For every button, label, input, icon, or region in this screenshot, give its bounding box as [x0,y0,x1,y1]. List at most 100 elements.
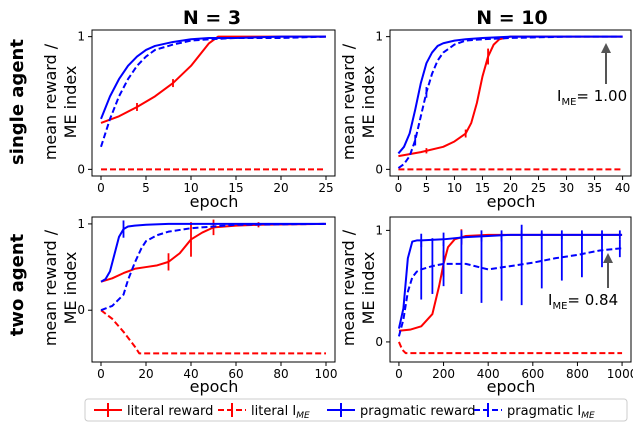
annotation-sub: ME [552,301,567,312]
row-title-two-agent: two agent [7,233,28,336]
x-tick-label: 5 [142,181,150,195]
x-tick-label: 0 [97,181,105,195]
panel-1: 0 5 10 15 20 25 30 35 40 0 1 [375,29,632,195]
series-pragmatic-i-me [100,222,327,312]
annotation-arrow-head [603,253,613,263]
column-title-n3: N = 3 [183,7,241,29]
series-line [100,35,326,124]
y-tick-label: 1 [77,217,85,231]
series-pragmatic-i-me [397,224,623,337]
legend-label-sub: ME [581,411,595,421]
annotation-arrow-head [601,43,611,53]
legend-label: literal IME [251,404,310,421]
series-pragmatic-i-me [397,35,623,169]
series-line [100,222,327,312]
legend-label: pragmatic IME [507,404,595,421]
xlabel-panel-0: epoch [190,192,239,211]
xlabel-panel-2: epoch [190,377,239,396]
y-tick-label: 1 [375,223,383,237]
annotation-arrow-panel-3 [603,253,613,288]
legend-label-text: literal I [251,404,296,419]
legend-box [84,398,628,422]
annotation-base: I [548,291,552,309]
series-line [398,341,623,355]
x-tick-label: 5 [423,181,431,195]
axes-frame [91,29,336,177]
y-tick-label: 0 [375,162,383,176]
axes-frame [389,216,632,363]
legend-label-sub: ME [296,411,310,421]
series-literal-reward [100,219,327,283]
x-tick-label: 400 [477,367,500,381]
annotation-arrow-panel-1 [601,43,611,84]
panel-0: 0 5 10 15 20 25 0 1 [77,29,336,195]
x-tick-label: 35 [587,181,602,195]
ylabel-panel-3: mean reward / ME index [339,229,378,346]
panel-2: 0 20 40 60 80 100 0 1 [77,216,338,381]
annotation-sub: ME [561,97,576,108]
x-tick-label: 30 [559,181,574,195]
x-tick-label: 15 [475,181,490,195]
legend: literal reward literal IME pragmatic rew… [84,398,628,422]
x-tick-label: 15 [228,181,243,195]
x-tick-label: 0 [97,367,105,381]
series-pragmatic-reward [397,35,623,155]
ylabel-line-2: ME index [61,66,80,139]
series-line [100,309,326,355]
series-line [397,35,623,155]
series-pragmatic-i-me [100,35,327,148]
y-tick-label: 0 [375,335,383,349]
ylabel-line-1: mean reward / [41,229,60,346]
x-tick-label: 60 [228,367,243,381]
legend-item-literal-ime: literal IME [218,403,310,421]
legend-item-pragmatic-reward: pragmatic reward [327,403,475,419]
series-line [397,35,623,169]
legend-label: pragmatic reward [360,404,475,419]
series-line [100,222,326,283]
ylabel-line-1: mean reward / [339,229,358,346]
annotation-ime-3: IME= 0.84 [548,291,618,312]
annotation-rest: = 0.84 [567,291,618,309]
legend-label-text: pragmatic I [507,404,581,419]
legend-item-pragmatic-ime: pragmatic IME [474,403,595,421]
x-tick-label: 20 [503,181,518,195]
x-tick-label: 600 [521,367,544,381]
ylabel-panel-1: mean reward / ME index [339,43,378,160]
y-tick-label: 0 [77,162,85,176]
x-tick-label: 25 [531,181,546,195]
y-tick-label: 0 [77,303,85,317]
xlabel-panel-1: epoch [487,192,536,211]
series-literal-i-me [398,341,623,355]
annotation-ime-1: IME= 1.00 [557,87,627,108]
ylabel-panel-0: mean reward / ME index [41,43,80,160]
y-tick-label: 1 [375,30,383,44]
legend-label-text: literal reward [127,404,213,419]
x-tick-label: 25 [318,181,333,195]
column-title-n10: N = 10 [476,7,548,29]
x-tick-label: 100 [315,367,338,381]
series-pragmatic-reward [100,220,326,283]
ylabel-line-2: ME index [61,252,80,325]
x-tick-label: 200 [432,367,455,381]
annotation-base: I [557,87,561,105]
series-pragmatic-reward [100,35,326,120]
series-line [100,35,327,148]
series-line [100,35,326,120]
series-literal-reward [100,35,326,124]
xlabel-panel-3: epoch [487,377,536,396]
ylabel-line-2: ME index [359,252,378,325]
x-tick-label: 800 [566,367,589,381]
legend-item-literal-reward: literal reward [94,403,213,419]
legend-label-text: pragmatic reward [360,404,475,419]
ylabel-line-1: mean reward / [339,43,358,160]
x-tick-label: 0 [395,181,403,195]
ylabel-line-1: mean reward / [41,43,60,160]
x-tick-label: 10 [183,181,198,195]
x-tick-label: 40 [615,181,630,195]
x-tick-label: 10 [447,181,462,195]
y-tick-label: 1 [77,30,85,44]
